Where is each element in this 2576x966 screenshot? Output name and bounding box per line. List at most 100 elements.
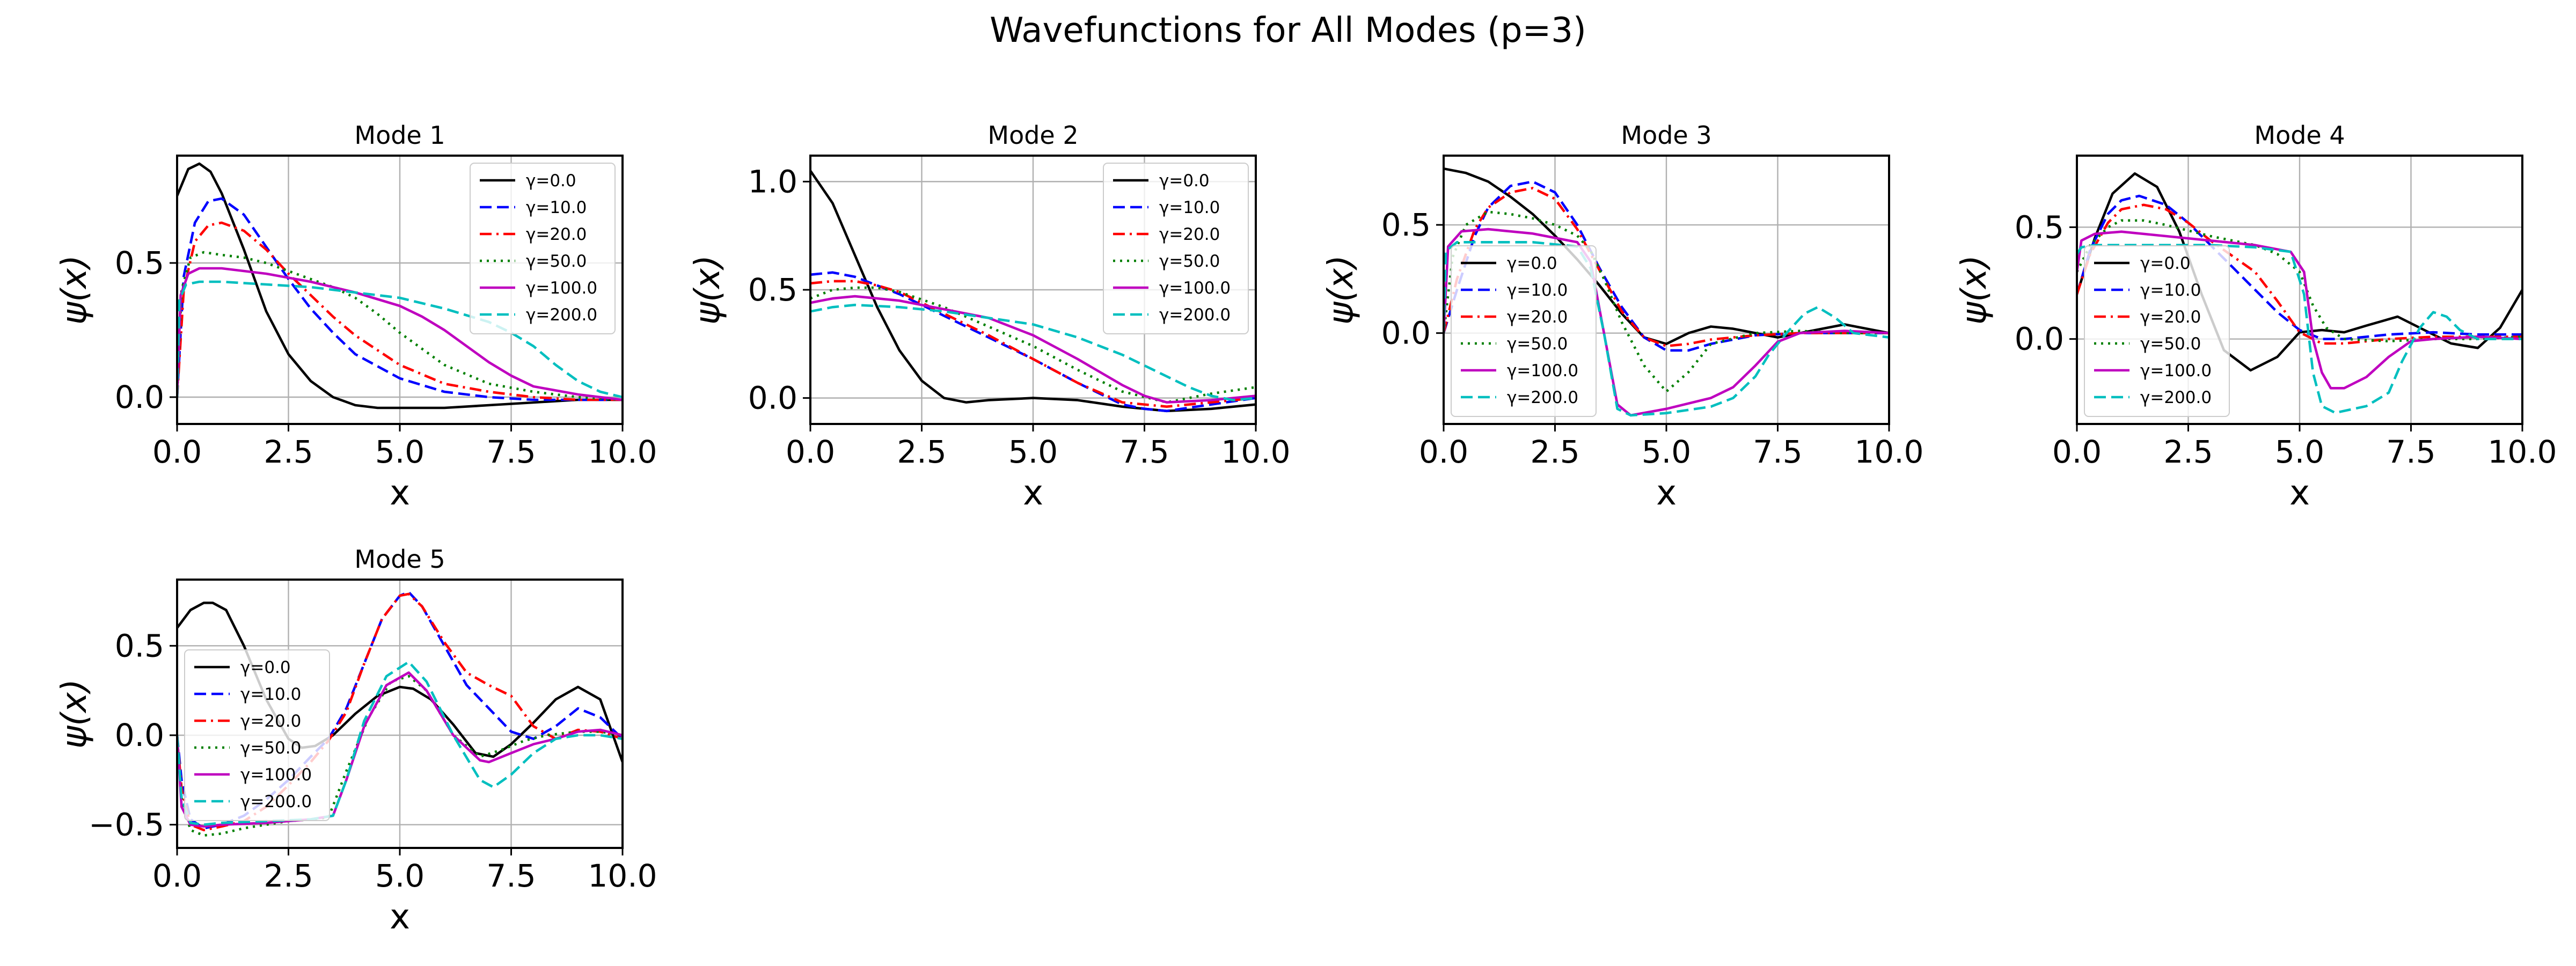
x-tick-label: 0.0	[152, 434, 202, 470]
legend-label: γ=50.0	[1507, 334, 1568, 354]
legend-label: γ=0.0	[240, 658, 291, 677]
legend-box	[470, 163, 616, 334]
series-line-0	[2077, 172, 2522, 372]
x-tick-label: 2.5	[1530, 434, 1579, 470]
y-axis-label: ψ(x)	[55, 255, 94, 325]
y-tick-label: 0.5	[1381, 207, 1431, 243]
x-tick-label: 10.0	[588, 858, 657, 894]
subplot-title: Mode 5	[354, 545, 445, 574]
x-tick-label: 0.0	[786, 434, 835, 470]
x-tick-label: 7.5	[486, 858, 536, 894]
series-line-2	[810, 280, 1256, 408]
series-line-5	[2077, 244, 2522, 414]
legend-label: γ=0.0	[1507, 254, 1557, 273]
subplot-mode-5: 0.0 2.5 5.0 7.5 10.0 −0.5 0.0 0.5 Mode 5 x ψ(x) γ=0…	[55, 545, 657, 937]
legend-label: γ=0.0	[526, 171, 576, 191]
legend-label: γ=100.0	[240, 765, 312, 785]
x-tick-label: 2.5	[2163, 434, 2213, 470]
legend-label: γ=10.0	[1159, 198, 1220, 217]
series-group	[1444, 167, 1889, 417]
y-axis-label: ψ(x)	[1955, 255, 1994, 325]
series-line-4	[2077, 230, 2522, 390]
legend-label: γ=20.0	[2140, 308, 2201, 327]
x-tick-label: 7.5	[486, 434, 536, 470]
x-tick-label: 7.5	[1753, 434, 1802, 470]
series-line-4	[177, 671, 623, 828]
y-axis-label: ψ(x)	[55, 679, 94, 749]
legend-label: γ=20.0	[526, 225, 587, 244]
legend-label: γ=50.0	[2140, 334, 2201, 354]
x-axis-label: x	[2289, 473, 2310, 513]
x-tick-label: 0.0	[1419, 434, 1468, 470]
x-tick-label: 2.5	[264, 858, 313, 894]
x-tick-label: 2.5	[264, 434, 313, 470]
legend-label: γ=200.0	[1159, 305, 1231, 325]
x-tick-label: 10.0	[1854, 434, 1923, 470]
series-group	[177, 591, 623, 837]
legend-label: γ=100.0	[526, 279, 597, 298]
legend: γ=0.0 γ=10.0 γ=20.0 γ=50.0 γ=100.0 γ=200.0	[184, 649, 330, 821]
x-axis-label: x	[1656, 473, 1677, 513]
series-line-2	[177, 592, 623, 831]
legend-box	[184, 649, 330, 821]
legend-label: γ=10.0	[240, 685, 301, 704]
x-tick-label: 5.0	[375, 434, 425, 470]
legend-label: γ=10.0	[2140, 281, 2201, 300]
legend-label: γ=50.0	[240, 738, 301, 758]
legend-label: γ=50.0	[1159, 252, 1220, 271]
subplot-title: Mode 3	[1621, 121, 1711, 150]
subplot-title: Mode 4	[2254, 121, 2345, 150]
y-tick-label: 0.5	[2015, 209, 2064, 245]
legend-label: γ=10.0	[1507, 281, 1568, 300]
subplot-title: Mode 2	[987, 121, 1078, 150]
series-line-4	[810, 295, 1256, 404]
legend-label: γ=100.0	[1507, 361, 1578, 380]
x-tick-label: 10.0	[2487, 434, 2557, 470]
legend-box	[2084, 245, 2230, 417]
series-line-1	[177, 591, 623, 830]
y-tick-label: 0.0	[2015, 321, 2064, 357]
x-tick-label: 5.0	[1008, 434, 1058, 470]
legend: γ=0.0 γ=10.0 γ=20.0 γ=50.0 γ=100.0 γ=200.0	[1451, 245, 1597, 417]
legend: γ=0.0 γ=10.0 γ=20.0 γ=50.0 γ=100.0 γ=200.0	[1103, 163, 1249, 334]
y-axis-label: ψ(x)	[688, 255, 728, 325]
y-tick-label: 0.0	[115, 379, 164, 415]
series-group	[177, 162, 623, 409]
x-tick-label: 7.5	[1119, 434, 1169, 470]
y-tick-label: 1.0	[748, 163, 797, 200]
series-line-1	[177, 197, 623, 401]
legend-label: γ=10.0	[526, 198, 587, 217]
x-tick-label: 7.5	[2386, 434, 2435, 470]
x-tick-label: 10.0	[588, 434, 657, 470]
series-group	[810, 170, 1256, 413]
legend-label: γ=100.0	[1159, 279, 1231, 298]
y-tick-label: 0.0	[115, 717, 164, 753]
series-line-5	[1444, 240, 1889, 417]
legend-label: γ=0.0	[1159, 171, 1210, 191]
series-line-4	[177, 267, 623, 401]
series-group	[2077, 172, 2522, 414]
x-tick-label: 5.0	[1642, 434, 1691, 470]
y-tick-label: −0.5	[89, 807, 164, 843]
series-line-4	[1444, 228, 1889, 417]
series-line-0	[177, 162, 623, 409]
subplot-mode-2: 0.0 2.5 5.0 7.5 10.0 0.0 0.5 1.0 Mode 2 x ψ(x) γ=0.…	[688, 121, 1291, 513]
series-line-5	[810, 303, 1256, 401]
legend-label: γ=200.0	[2140, 388, 2212, 407]
x-axis-label: x	[1023, 473, 1043, 513]
x-tick-label: 0.0	[2052, 434, 2102, 470]
legend-label: γ=20.0	[1159, 225, 1220, 244]
series-line-2	[1444, 187, 1889, 348]
series-line-5	[177, 280, 623, 399]
series-line-3	[2077, 219, 2522, 343]
x-axis-label: x	[390, 473, 410, 513]
figure-title: Wavefunctions for All Modes (p=3)	[990, 11, 1586, 50]
legend-box	[1451, 245, 1597, 417]
y-tick-label: 0.5	[115, 245, 164, 281]
